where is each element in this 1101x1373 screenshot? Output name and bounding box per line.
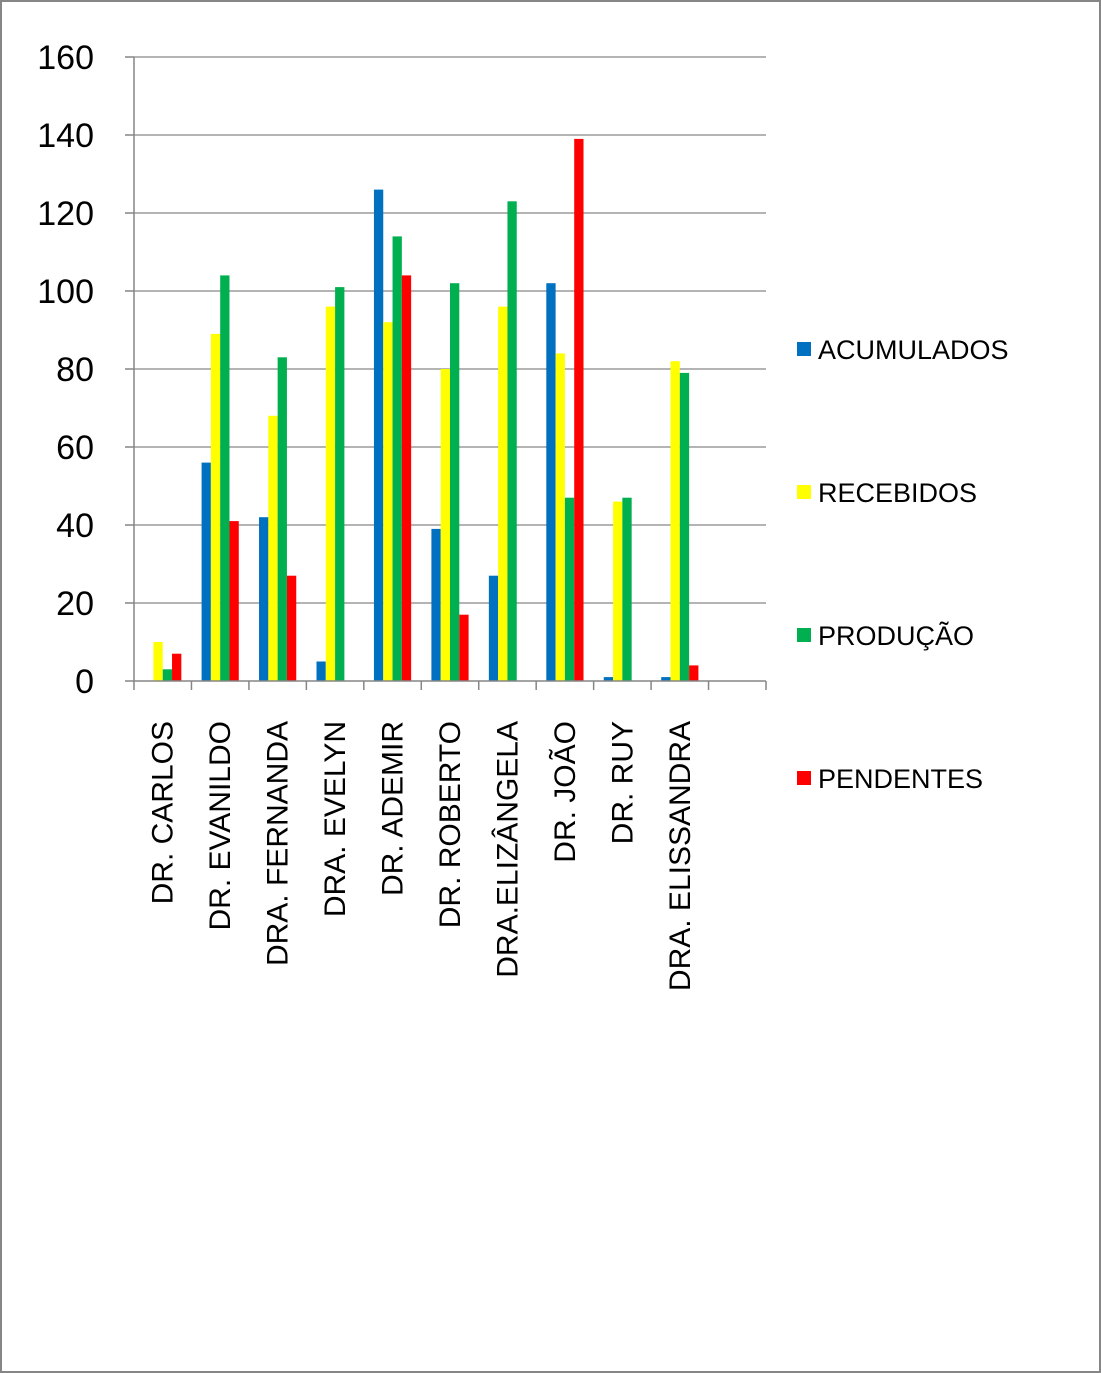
bar-recebidos-4 (383, 322, 393, 681)
x-category-label-9: DRA. ELISSANDRA (664, 721, 697, 991)
legend-swatch-pendentes (797, 771, 811, 785)
x-category-label-2: DRA. FERNANDA (262, 721, 295, 966)
bar-recebidos-9 (670, 361, 680, 681)
legend-label-pendentes: PENDENTES (818, 764, 983, 794)
bar-produção-5 (450, 283, 460, 681)
bar-acumulados-4 (373, 189, 384, 681)
y-tick-label-160: 160 (37, 39, 94, 77)
bar-produção-0 (162, 669, 173, 681)
bar-pendentes-4 (401, 275, 412, 681)
bar-pendentes-1 (229, 521, 239, 681)
y-tick-label-80: 80 (56, 351, 94, 389)
x-category-label-6: DRA.ELIZÂNGELA (491, 721, 524, 978)
bar-acumulados-8 (603, 677, 614, 681)
bar-recebidos-3 (325, 306, 336, 681)
y-tick-label-0: 0 (75, 663, 94, 701)
y-tick-labels: 0 20 40 60 80 100 120 140 160 (37, 39, 94, 701)
bar-pendentes-9 (689, 665, 699, 681)
y-tick-label-100: 100 (37, 273, 94, 311)
bar-produção-7 (564, 497, 575, 681)
legend-label-produção: PRODUÇÃO (818, 620, 974, 651)
x-category-label-3: DRA. EVELYN (319, 721, 352, 917)
bar-acumulados-2 (259, 517, 269, 681)
bar-produção-6 (507, 201, 517, 682)
bar-recebidos-6 (498, 306, 508, 681)
y-tick-label-140: 140 (37, 117, 94, 155)
x-category-label-5: DR. ROBERTO (434, 721, 467, 928)
bar-pendentes-5 (459, 614, 469, 681)
x-category-label-1: DR. EVANILDO (204, 721, 237, 931)
bar-recebidos-7 (555, 353, 565, 681)
legend-label-recebidos: RECEBIDOS (818, 478, 977, 508)
bar-recebidos-2 (268, 415, 278, 681)
bar-acumulados-5 (431, 528, 441, 681)
x-category-label-8: DR. RUY (606, 721, 639, 844)
y-tick-label-60: 60 (56, 429, 94, 467)
bar-pendentes-2 (286, 575, 297, 681)
bar-pendentes-7 (574, 138, 584, 681)
legend-swatch-recebidos (797, 485, 811, 499)
legend-swatch-produção (797, 628, 811, 642)
bars (153, 138, 699, 682)
bar-recebidos-1 (210, 333, 221, 681)
y-tick-label-40: 40 (56, 507, 94, 545)
bar-recebidos-8 (613, 501, 623, 681)
x-category-label-0: DR. CARLOS (147, 721, 180, 904)
bar-acumulados-7 (546, 283, 556, 681)
bar-acumulados-9 (661, 677, 671, 681)
y-tick-label-120: 120 (37, 195, 94, 233)
bar-produção-4 (392, 236, 402, 681)
bar-acumulados-6 (488, 575, 499, 681)
bar-acumulados-3 (316, 661, 326, 681)
legend-swatch-acumulados (797, 342, 811, 356)
x-category-label-4: DR. ADEMIR (377, 721, 410, 896)
bar-pendentes-0 (172, 653, 182, 681)
bar-produção-9 (679, 372, 690, 681)
bar-produção-1 (220, 275, 230, 681)
bar-produção-3 (335, 287, 345, 681)
axes (125, 56, 767, 690)
x-category-labels: DR. CARLOS DR. EVANILDO DRA. FERNANDA DRA. … (147, 721, 697, 991)
x-category-label-7: DR. JOÃO (548, 721, 582, 863)
y-tick-label-20: 20 (56, 585, 94, 623)
bar-produção-2 (277, 357, 287, 681)
bar-recebidos-5 (440, 369, 450, 681)
bar-acumulados-1 (201, 462, 211, 681)
legend: ACUMULADOS RECEBIDOS PRODUÇÃO PENDENTES (797, 335, 1009, 794)
bar-produção-8 (622, 497, 632, 681)
bar-recebidos-0 (153, 642, 163, 681)
legend-label-acumulados: ACUMULADOS (818, 335, 1009, 365)
